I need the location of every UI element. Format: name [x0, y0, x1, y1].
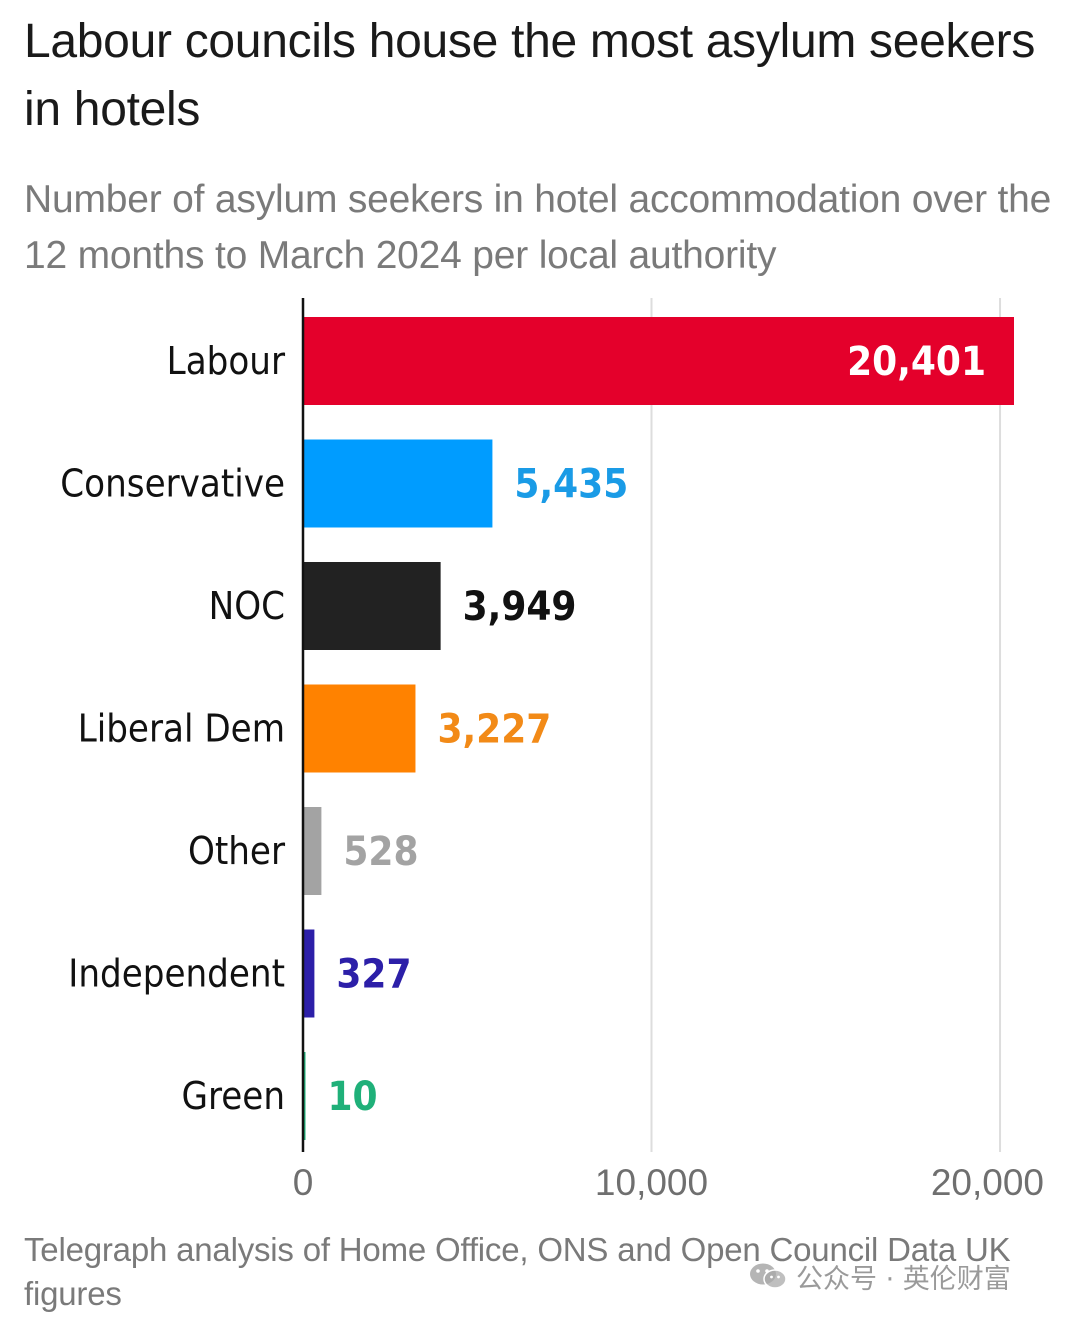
category-label: Independent: [68, 952, 285, 996]
bar-noc: [303, 562, 441, 650]
value-label: 10: [328, 1074, 378, 1120]
value-label: 327: [336, 952, 411, 998]
bar-liberal-dem: [303, 684, 416, 773]
category-label: Liberal Dem: [78, 707, 285, 751]
category-label: Conservative: [60, 462, 285, 506]
bar-labour: [303, 317, 1014, 405]
value-label: 5,435: [514, 462, 628, 508]
bar-independent: [303, 929, 315, 1018]
value-label: 20,401: [847, 339, 986, 385]
category-label: Green: [182, 1074, 285, 1118]
bar-conservative: [303, 439, 493, 528]
chart-subtitle: Number of asylum seekers in hotel accomm…: [24, 178, 1052, 277]
wechat-icon: [750, 1263, 787, 1289]
gridlines: [650, 298, 1002, 1152]
category-label: Labour: [167, 339, 286, 383]
watermark-text: 公众号 · 英伦财富: [796, 1263, 1011, 1295]
x-tick-label: 0: [293, 1162, 314, 1203]
value-label: 3,949: [463, 584, 577, 630]
x-tick-label: 20,000: [931, 1162, 1044, 1203]
bar-other: [303, 807, 322, 895]
labels: 0 10,000 20,000 Labour 20,401 Conservative 5,4…: [60, 339, 1044, 1203]
bars: [301, 298, 1014, 1152]
watermark: 公众号 · 英伦财富: [748, 1258, 1011, 1295]
category-label: NOC: [209, 584, 285, 628]
chart-title: Labour councils house the most asylum se…: [24, 15, 1036, 136]
source-note: Telegraph analysis of Home Office, ONS a…: [24, 1231, 1011, 1312]
value-label: 3,227: [437, 707, 551, 753]
bar-chart: 0 10,000 20,000 Labour 20,401 Conservative 5,4…: [60, 298, 1044, 1203]
category-label: Other: [188, 829, 286, 873]
x-tick-label: 10,000: [595, 1162, 708, 1203]
value-label: 528: [343, 829, 418, 875]
